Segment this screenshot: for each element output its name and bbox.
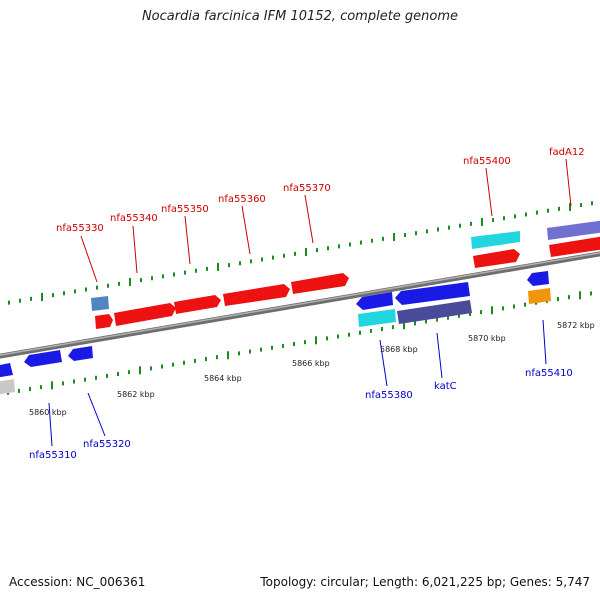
gene-nfa55330[interactable] [95,314,113,329]
gene-label-nfa55330[interactable]: nfa55330 [56,223,104,234]
scale-label: 5860 kbp [29,408,67,417]
gene-label-nfa55340[interactable]: nfa55340 [110,213,158,224]
gene-nfa55410-blue[interactable] [527,271,549,286]
gene-nfa55360[interactable] [223,284,290,306]
scale-label: 5862 kbp [117,390,155,399]
gene-nfa55350[interactable] [174,295,221,314]
genome-backbone [0,251,600,359]
gene-nfa55370[interactable] [291,273,349,294]
gene-katC[interactable] [397,300,472,324]
gene-nfa55320[interactable] [68,346,93,361]
forward-genes [91,220,600,329]
gene-nfa55340[interactable] [114,303,176,326]
gene-label-nfa55320[interactable]: nfa55320 [83,439,131,450]
gene-nfa55410-orange[interactable] [528,288,551,304]
gene-labels-bottom: nfa55310 nfa55320 nfa55380 katC nfa55410 [29,368,573,461]
gene-nfa55380-cyan[interactable] [358,309,396,327]
gene-nfa55400-cyan[interactable] [471,231,520,249]
gene-left-grey[interactable] [0,379,15,395]
gene-left-blue[interactable] [0,363,13,378]
gene-nfa55330-steel[interactable] [91,296,109,311]
reverse-genes [0,271,551,395]
genome-summary: Topology: circular; Length: 6,021,225 bp… [260,575,590,589]
gene-label-nfa55380[interactable]: nfa55380 [365,390,413,401]
gene-nfa55310[interactable] [24,350,62,367]
accession-text: Accession: NC_006361 [9,575,146,589]
gene-label-fadA12[interactable]: fadA12 [549,147,585,158]
scale-labels: 5860 kbp 5862 kbp 5864 kbp 5866 kbp 5868… [29,321,595,417]
scale-label: 5872 kbp [557,321,595,330]
gene-labels-top: nfa55330 nfa55340 nfa55350 nfa55360 nfa5… [56,147,585,234]
gene-katC-blue[interactable] [395,282,470,305]
map-title: Nocardia farcinica IFM 10152, complete g… [141,9,459,24]
gene-label-nfa55310[interactable]: nfa55310 [29,450,77,461]
gene-nfa55380-blue[interactable] [356,292,393,310]
gene-fadA12-purple[interactable] [547,220,600,240]
gene-label-katC[interactable]: katC [434,381,457,392]
gene-label-nfa55350[interactable]: nfa55350 [161,204,209,215]
tick-marks [7,201,593,395]
gene-label-nfa55400[interactable]: nfa55400 [463,156,511,167]
bottom-leaders [48,319,547,447]
scale-label: 5870 kbp [468,334,506,343]
gene-fadA12[interactable] [549,236,600,257]
scale-label: 5866 kbp [292,359,330,368]
backbone-highlight [0,252,600,356]
gene-nfa55400[interactable] [473,249,520,268]
scale-label: 5864 kbp [204,374,242,383]
top-leaders [80,158,572,283]
gene-label-nfa55370[interactable]: nfa55370 [283,183,331,194]
gene-label-nfa55360[interactable]: nfa55360 [218,194,266,205]
scale-label: 5868 kbp [380,345,418,354]
gene-label-nfa55410[interactable]: nfa55410 [525,368,573,379]
